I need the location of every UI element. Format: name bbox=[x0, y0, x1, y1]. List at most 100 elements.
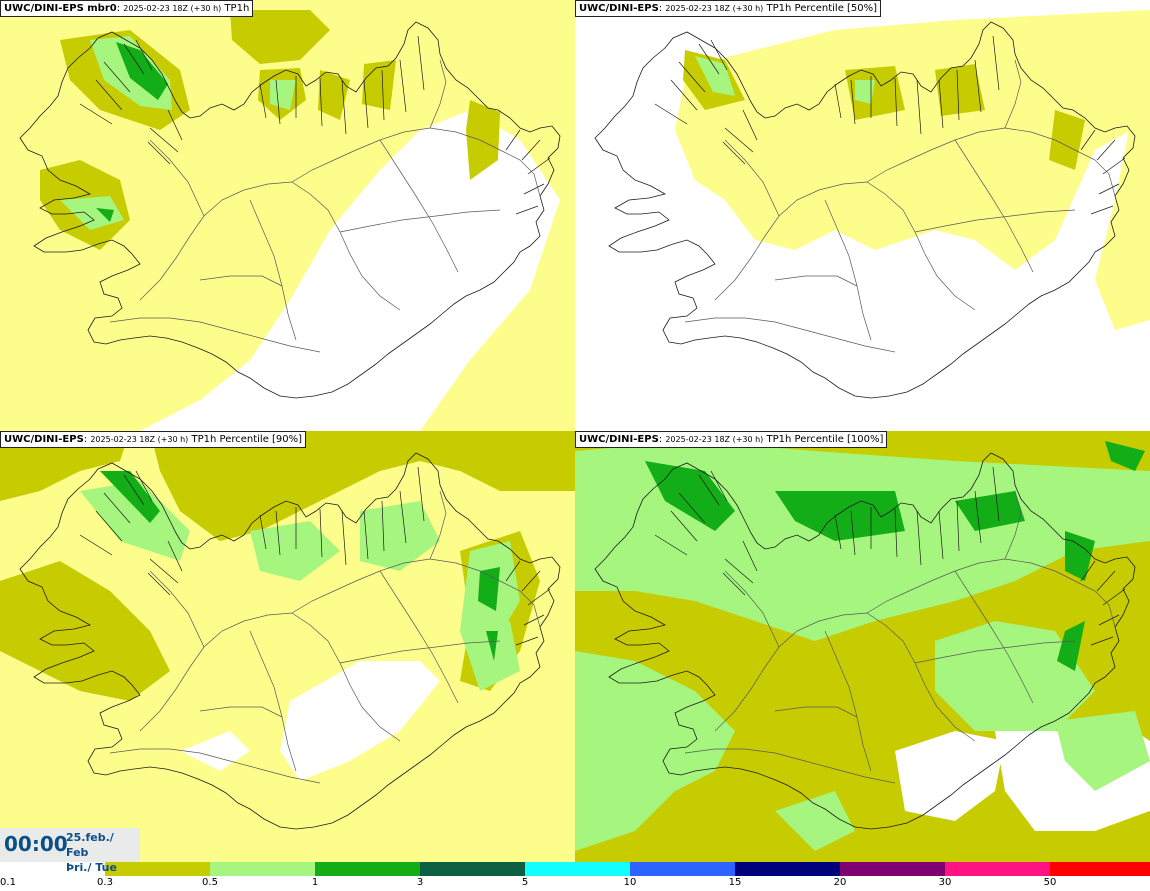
precip-area-olive bbox=[0, 561, 170, 701]
valid-date: 25.feb./ Feb Þri./ Tue bbox=[66, 831, 117, 874]
fjord-lines bbox=[916, 466, 1000, 566]
fjord-lines bbox=[1080, 560, 1126, 646]
road-line bbox=[1054, 139, 1116, 197]
road-line bbox=[954, 139, 1034, 273]
precip-area-lightgreen bbox=[935, 621, 1095, 731]
fjord-lines bbox=[147, 540, 183, 596]
scale-segment bbox=[630, 862, 735, 876]
valid-time-box: 00:00 25.feb./ Feb Þri./ Tue bbox=[0, 828, 140, 874]
precip-area-lightgreen bbox=[575, 651, 735, 851]
scale-label: 0.1 bbox=[0, 877, 16, 888]
precip-map bbox=[575, 431, 1150, 862]
scale-label: 0.5 bbox=[202, 877, 218, 888]
road-line bbox=[684, 317, 896, 353]
road-line bbox=[954, 570, 1034, 704]
map-panel-p50: UWC/DINI-EPS: 2025-02-23 18Z (+30 h) TP1… bbox=[575, 0, 1150, 431]
fjord-lines bbox=[259, 76, 323, 127]
dry-area bbox=[895, 731, 1005, 821]
road-line bbox=[429, 490, 447, 560]
color-scale-labels: 0.1 0.3 0.5 1 3 5 10 15 20 30 50 bbox=[0, 877, 1150, 891]
road-line bbox=[199, 706, 283, 718]
precip-area-olive bbox=[1049, 110, 1085, 170]
road-line bbox=[109, 748, 321, 784]
fjord-lines bbox=[1080, 129, 1126, 215]
precip-area-lightgreen bbox=[460, 621, 520, 691]
road-line bbox=[774, 275, 858, 287]
road-line bbox=[109, 317, 321, 353]
precip-area-olive bbox=[150, 431, 575, 541]
precip-area-green bbox=[1065, 531, 1095, 581]
scale-label: 10 bbox=[623, 877, 637, 888]
road-line bbox=[866, 612, 976, 742]
scale-label: 50 bbox=[1043, 877, 1057, 888]
road-line bbox=[291, 612, 401, 742]
fjord-lines bbox=[834, 507, 898, 558]
scale-label: 5 bbox=[521, 877, 529, 888]
scale-label: 3 bbox=[416, 877, 424, 888]
road-line bbox=[379, 139, 459, 273]
precip-area-olive bbox=[935, 64, 985, 116]
road-line bbox=[824, 199, 872, 341]
fjord-lines bbox=[722, 109, 758, 165]
precip-area-green bbox=[1105, 441, 1145, 471]
road-line bbox=[724, 139, 780, 217]
scale-segment bbox=[0, 862, 105, 876]
precip-area-green bbox=[775, 491, 905, 541]
road-line bbox=[684, 748, 896, 784]
precip-area-olive bbox=[466, 100, 500, 180]
road-line bbox=[339, 640, 501, 664]
road-line bbox=[1054, 570, 1116, 628]
road-line bbox=[149, 139, 205, 217]
panel-title: UWC/DINI-EPS: 2025-02-23 18Z (+30 h) TP1… bbox=[0, 431, 307, 448]
precip-map bbox=[0, 0, 575, 431]
precip-area-lightgreen bbox=[360, 501, 440, 571]
scale-label: 30 bbox=[938, 877, 952, 888]
road-line bbox=[774, 706, 858, 718]
scale-segment bbox=[210, 862, 315, 876]
road-line bbox=[379, 570, 459, 704]
precip-map bbox=[0, 431, 575, 862]
road-line bbox=[1004, 59, 1022, 129]
precip-area-olive bbox=[0, 431, 130, 501]
precip-area-light bbox=[1095, 100, 1150, 330]
precip-area-green bbox=[645, 461, 735, 531]
precip-area-light bbox=[10, 300, 40, 340]
map-panel-p90: UWC/DINI-EPS: 2025-02-23 18Z (+30 h) TP1… bbox=[0, 431, 575, 862]
scale-segment bbox=[420, 862, 525, 876]
precip-area-green bbox=[96, 208, 114, 222]
scale-label: 0.3 bbox=[97, 877, 113, 888]
map-panel-p100: UWC/DINI-EPS: 2025-02-23 18Z (+30 h) TP1… bbox=[575, 431, 1150, 862]
precip-area-lightgreen bbox=[855, 80, 875, 104]
road-line bbox=[291, 181, 401, 311]
precip-area-lightgreen bbox=[60, 196, 124, 230]
precip-area-green bbox=[1057, 621, 1085, 671]
dry-area bbox=[280, 661, 440, 781]
road-line bbox=[149, 570, 205, 648]
coastline bbox=[19, 21, 561, 399]
valid-hour: 00:00 bbox=[4, 832, 68, 856]
coastline bbox=[594, 21, 1136, 399]
dry-area bbox=[180, 731, 250, 771]
precip-map bbox=[594, 10, 1150, 399]
scale-segment bbox=[525, 862, 630, 876]
scale-segment bbox=[315, 862, 420, 876]
fjord-lines bbox=[654, 470, 728, 556]
fjord-lines bbox=[916, 35, 1000, 135]
fjord-lines bbox=[147, 109, 183, 165]
road-line bbox=[914, 640, 1076, 664]
scale-label: 15 bbox=[728, 877, 742, 888]
precip-area-green bbox=[100, 471, 160, 523]
fjord-lines bbox=[505, 129, 551, 215]
road-line bbox=[249, 630, 297, 772]
precip-area-lightgreen bbox=[1055, 711, 1150, 791]
panel-title: UWC/DINI-EPS: 2025-02-23 18Z (+30 h) TP1… bbox=[575, 431, 888, 448]
panel-title: UWC/DINI-EPS mbr0: 2025-02-23 18Z (+30 h… bbox=[0, 0, 254, 17]
fjord-lines bbox=[79, 39, 153, 125]
road-line bbox=[429, 59, 447, 129]
fjord-lines bbox=[341, 35, 425, 135]
scale-segment bbox=[1050, 862, 1150, 876]
precip-area-olive bbox=[230, 10, 330, 64]
road-line bbox=[866, 181, 976, 311]
road-line bbox=[339, 209, 501, 233]
fjord-lines bbox=[834, 76, 898, 127]
